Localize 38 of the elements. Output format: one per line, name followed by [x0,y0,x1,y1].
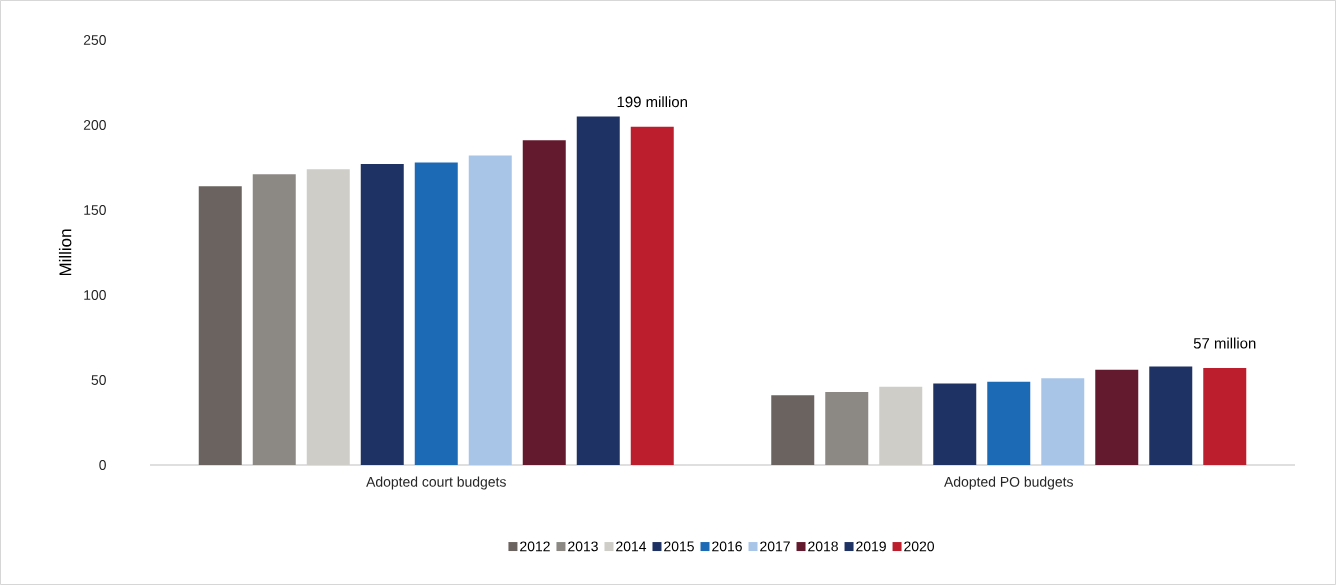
x-tick-label: Adopted PO budgets [944,476,1073,490]
bar [360,164,404,465]
y-tick-label: 150 [84,205,106,215]
bar [1095,369,1139,465]
y-axis-title: Million [58,229,72,276]
y-tick-label: 50 [91,375,106,385]
legend-label: 2015 [664,541,694,552]
legend-label: 2019 [856,541,886,552]
bar [771,395,815,465]
legend-label: 2012 [520,541,550,552]
y-tick-label: 0 [99,460,106,470]
legend-label: 2014 [616,541,647,552]
bar [630,126,674,465]
bar [306,169,350,465]
bar [522,140,566,465]
bar [414,162,458,465]
legend-label: 2013 [568,541,598,552]
bar [198,186,242,465]
legend-label: 2016 [712,541,742,552]
annotation: 57 million [1193,337,1256,349]
legend-label: 2017 [760,541,790,552]
y-tick-label: 200 [83,120,106,130]
bar [1041,378,1085,465]
bar [933,383,977,465]
x-tick-label: Adopted court budgets [366,476,506,490]
annotation: 199 million [617,96,687,108]
bar [825,391,869,465]
y-tick-label: 100 [84,290,106,300]
bar [879,386,923,465]
legend-label: 2018 [808,541,838,552]
y-tick-label: 250 [83,35,106,45]
legend-label: 2020 [904,541,935,552]
bar [252,174,296,465]
bar [468,155,512,465]
bar [987,381,1031,465]
bar [1149,366,1193,465]
bar [576,116,620,465]
bar [1203,368,1247,465]
